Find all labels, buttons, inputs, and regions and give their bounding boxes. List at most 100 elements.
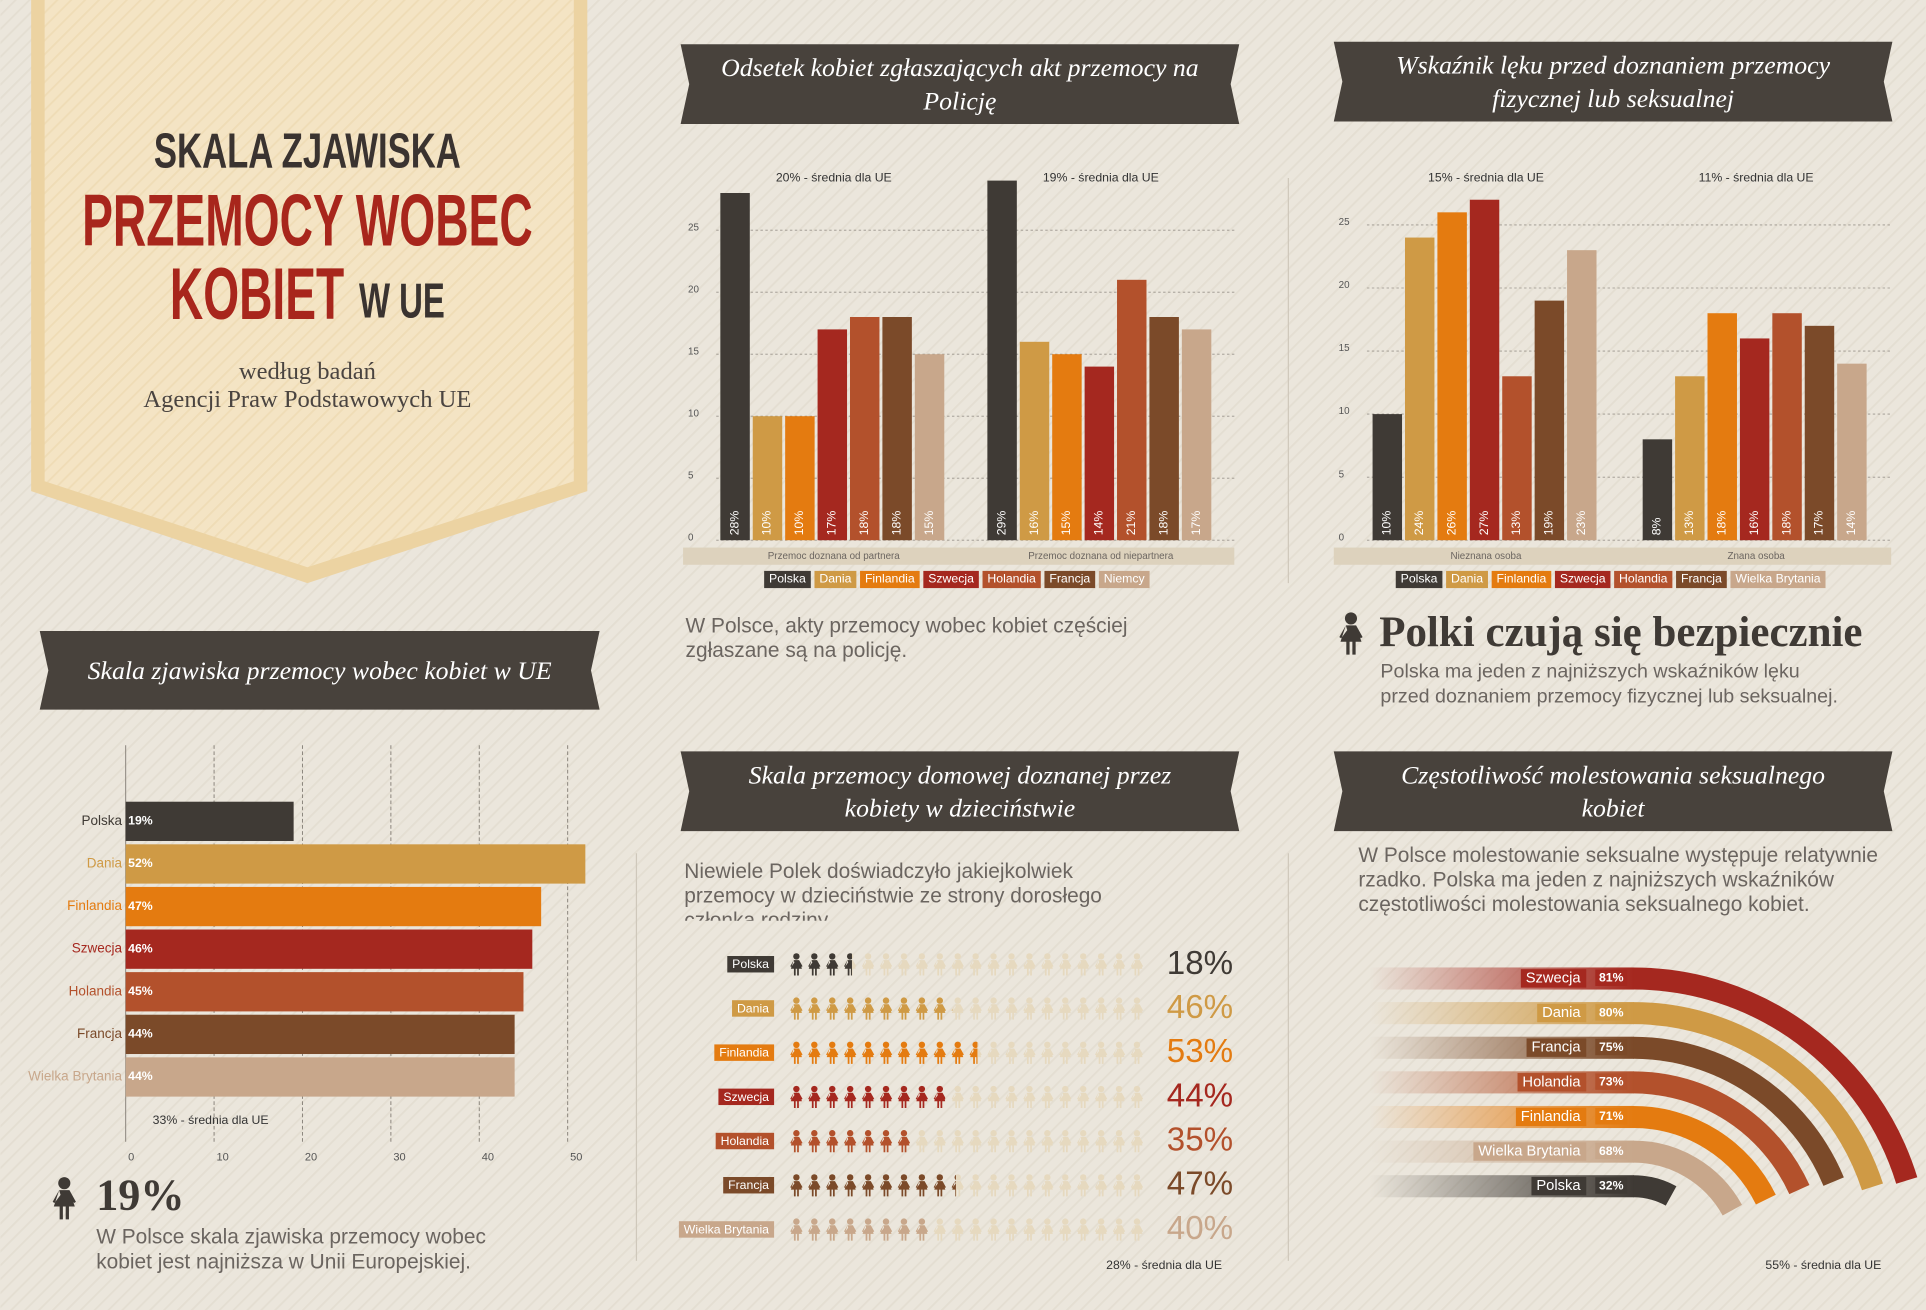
text-block: Wskaźnik lęku przed doznaniem przemocy f…: [1396, 50, 1830, 113]
label-box: [718, 1088, 775, 1106]
annotation: 19% - średnia dla UE: [1043, 170, 1159, 184]
paragraph: W Polsce, akty przemocy wobec kobiet czę…: [685, 613, 1128, 662]
value-label: 14%: [1844, 511, 1858, 536]
category-label: Finlandia: [1521, 1109, 1582, 1125]
y-tick-label: 0: [1339, 532, 1345, 543]
legend-swatch: [764, 570, 811, 589]
highlight: Polki czują się bezpiecznie: [1379, 609, 1862, 656]
category-label: Dania: [737, 1001, 769, 1015]
annotation: 15% - średnia dla UE: [1428, 170, 1544, 184]
arc-tail: [1369, 1175, 1634, 1198]
value-label: 10%: [1380, 511, 1394, 536]
bar: [1117, 279, 1147, 541]
value-label: 18%: [1156, 511, 1170, 536]
label-box: [1473, 1142, 1587, 1161]
legend-label: Niemcy: [1104, 572, 1146, 586]
value-label: 26%: [1444, 511, 1458, 536]
legend-swatch: [1614, 570, 1673, 589]
text-block: Niewiele Polek doświadczyło jakiejkolwie…: [684, 859, 1102, 920]
value-label: 53%: [1167, 1033, 1233, 1070]
category-label: Finlandia: [67, 898, 122, 913]
y-tick-label: 20: [688, 284, 699, 295]
category-label: Francja: [1531, 1040, 1581, 1056]
legend-label: Francja: [1049, 572, 1090, 586]
category-strip: [683, 547, 1235, 565]
y-tick-label: 15: [688, 346, 699, 357]
bar: [1675, 376, 1705, 541]
arc: [1633, 1071, 1810, 1195]
value-label: 52%: [128, 856, 153, 870]
highlight: 19%: [96, 1171, 184, 1220]
bar: [785, 416, 815, 541]
category-label: Holandia: [69, 983, 123, 998]
bar: [1084, 366, 1115, 541]
bar: [1052, 354, 1082, 541]
bar: [914, 354, 945, 541]
value-label: 15%: [922, 511, 936, 536]
category-label: Szwecja: [1526, 970, 1582, 986]
category-label: Przemoc doznana od niepartnera: [1028, 551, 1174, 562]
legend-swatch: [1491, 570, 1552, 589]
category-label: Francja: [77, 1026, 123, 1041]
legend-label: Finlandia: [1497, 572, 1547, 586]
label-box: [1595, 1108, 1628, 1125]
legend-label: Wielka Brytania: [1735, 572, 1820, 586]
label-box: [1515, 1107, 1587, 1127]
legend-label: Francja: [1681, 572, 1722, 586]
label-box: [1595, 1038, 1628, 1056]
y-tick-label: 10: [688, 408, 699, 419]
title-line: W UE: [359, 274, 445, 328]
bar: [817, 329, 848, 541]
arc-tail: [1369, 1036, 1634, 1059]
label-box: [723, 1177, 775, 1194]
text-block: Polska ma jeden z najniższych wskaźników…: [1380, 662, 1837, 707]
bar: [1181, 329, 1212, 541]
value-label: 44%: [128, 1069, 153, 1083]
arc: [1632, 1175, 1677, 1206]
category-label: Dania: [1542, 1005, 1581, 1021]
category-label: Polska: [732, 957, 769, 971]
arc-tail: [1369, 967, 1634, 990]
bar: [125, 844, 586, 884]
label-box: [1595, 1142, 1628, 1160]
value-label: 47%: [128, 899, 153, 913]
value-label: 44%: [1167, 1077, 1233, 1114]
bar: [1707, 313, 1737, 541]
value-label: 68%: [1599, 1144, 1624, 1158]
y-tick-label: 5: [688, 470, 694, 481]
label-box: [1595, 969, 1628, 986]
value-label: 18%: [857, 511, 871, 536]
annotation: 28% - średnia dla UE: [1106, 1258, 1222, 1272]
arc: [1633, 967, 1918, 1184]
bar: [125, 972, 524, 1012]
bar: [1772, 313, 1802, 541]
category-label: Finlandia: [719, 1046, 769, 1060]
title-ribbon: [680, 751, 1240, 832]
arc-tail: [1369, 1002, 1634, 1025]
bar: [1739, 338, 1770, 541]
label-box: [1595, 1177, 1628, 1194]
banner-inner: [44, 0, 574, 568]
value-label: 13%: [1509, 511, 1523, 536]
category-label: Szwecja: [723, 1090, 769, 1104]
label-box: [1595, 1073, 1628, 1090]
y-tick-label: 0: [688, 532, 694, 543]
bar: [125, 801, 294, 842]
legend-swatch: [982, 570, 1041, 589]
value-label: 45%: [128, 984, 153, 998]
value-label: 13%: [1682, 511, 1696, 536]
category-label: Polska: [81, 813, 122, 828]
value-label: 35%: [1167, 1122, 1233, 1159]
value-label: 29%: [994, 511, 1008, 536]
bar: [882, 317, 912, 541]
legend-label: Holandia: [987, 572, 1036, 586]
x-tick-label: 40: [482, 1152, 494, 1164]
y-tick-label: 10: [1339, 406, 1350, 417]
legend-swatch: [1044, 570, 1096, 589]
bar: [125, 929, 533, 969]
label-box: [732, 1000, 775, 1017]
x-tick-label: 0: [128, 1152, 134, 1164]
legend-swatch: [1730, 570, 1826, 589]
